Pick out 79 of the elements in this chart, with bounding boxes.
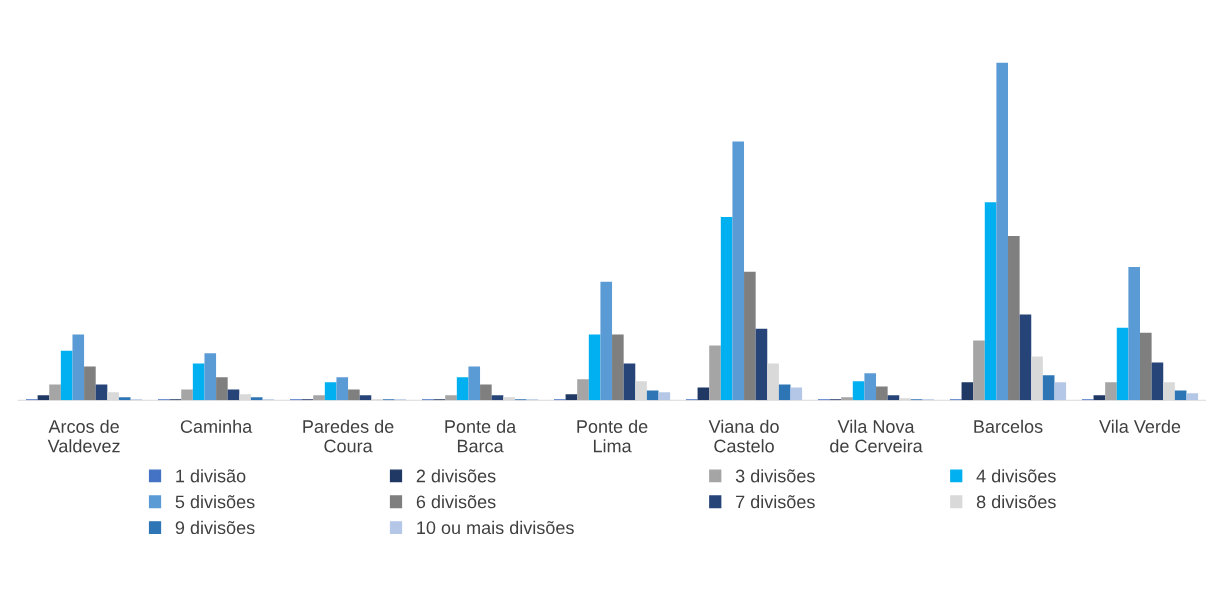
bar [755, 328, 768, 401]
x-tick-label: Ponte de Lima [577, 419, 648, 453]
bar [118, 397, 131, 401]
bar [658, 392, 671, 401]
bar [1093, 395, 1106, 401]
x-tick-label: Vila Nova de Cerveira [830, 419, 923, 453]
bar [709, 345, 721, 401]
bar [1019, 314, 1032, 401]
bar [480, 384, 492, 401]
bar [313, 395, 325, 401]
bar [612, 334, 624, 401]
bar [1186, 393, 1199, 401]
bar [491, 395, 504, 401]
bar [72, 334, 85, 401]
bar [720, 217, 733, 401]
bar [348, 389, 360, 401]
bar [778, 384, 791, 401]
legend-label: 10 ou mais divisões [417, 520, 574, 535]
x-tick-label: Ponte da Barca [445, 419, 517, 453]
bar [864, 373, 877, 401]
bar [1151, 362, 1164, 401]
bar [732, 141, 745, 401]
bar [324, 382, 337, 401]
legend-label: 4 divisões [976, 469, 1056, 483]
x-tick-label: Vila Verde [1099, 419, 1181, 433]
bar [1042, 375, 1055, 401]
x-tick-label: Viana do Castelo [708, 419, 779, 453]
bar [841, 397, 853, 401]
legend-label: 8 divisões [976, 494, 1056, 509]
x-tick-label: Barcelos [974, 419, 1043, 433]
legend-label: 1 divisão [176, 469, 246, 483]
legend-label: 9 divisões [175, 520, 255, 535]
bar [359, 395, 372, 401]
bar [887, 395, 900, 401]
bar [565, 394, 578, 401]
bar [216, 377, 228, 401]
bar [876, 386, 888, 401]
bar [84, 366, 96, 401]
bar [1174, 390, 1187, 401]
bar [577, 379, 589, 401]
bar [1140, 332, 1152, 401]
bar [600, 281, 613, 401]
bar [996, 62, 1009, 401]
bar [468, 366, 481, 401]
bar [204, 353, 217, 401]
bar [852, 381, 865, 401]
bar [1128, 266, 1140, 401]
bar [744, 271, 756, 401]
bar [588, 334, 601, 401]
bar [336, 377, 349, 401]
bar [623, 363, 636, 401]
bar [445, 395, 457, 401]
bar [95, 384, 108, 401]
bar [973, 340, 985, 401]
legend-label: 7 divisões [736, 494, 815, 509]
bar [697, 387, 710, 401]
bar [1116, 327, 1129, 401]
bar [984, 202, 997, 401]
legend-label: 2 divisões [416, 469, 496, 483]
bar [646, 390, 659, 401]
bar [1054, 382, 1067, 401]
x-tick-label: Arcos de Valdevez [47, 419, 120, 453]
x-tick-label: Caminha [180, 419, 253, 433]
bar [49, 384, 61, 401]
bar [192, 363, 205, 401]
legend-label: 3 divisões [735, 469, 815, 483]
bar [181, 389, 193, 401]
x-tick-label: Paredes de Coura [303, 419, 394, 453]
bar [250, 397, 263, 401]
bar [227, 389, 240, 401]
bar [60, 350, 73, 401]
bar [790, 387, 803, 401]
bar [1105, 382, 1117, 401]
bar [961, 382, 974, 401]
legend-label: 6 divisões [416, 494, 496, 509]
legend-label: 5 divisões [175, 494, 255, 509]
bar [1008, 235, 1020, 401]
bar [37, 395, 50, 401]
bar [456, 377, 469, 401]
